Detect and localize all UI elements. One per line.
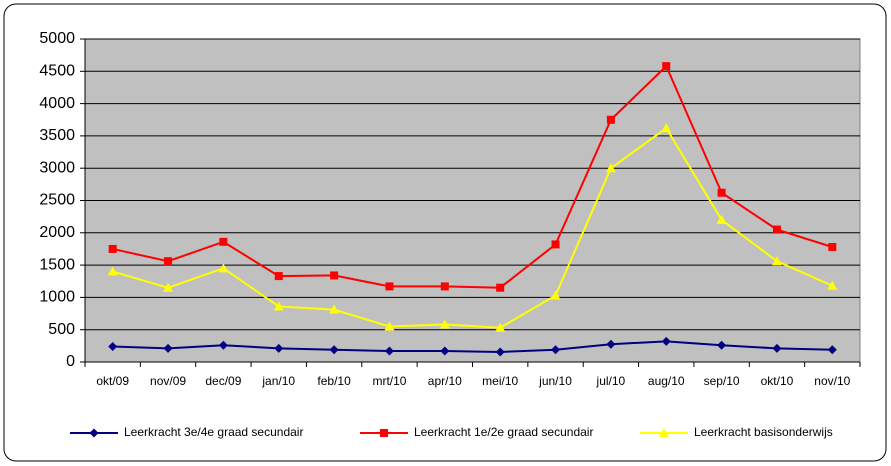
x-tick-label: jul/10	[596, 374, 626, 388]
marker	[163, 343, 173, 353]
marker	[828, 243, 837, 252]
marker	[384, 346, 394, 356]
marker	[772, 343, 782, 353]
x-tick-label: mrt/10	[372, 374, 406, 388]
marker	[380, 429, 388, 437]
marker	[329, 304, 340, 314]
x-tick-label: mei/10	[482, 374, 518, 388]
x-tick-label: okt/10	[761, 374, 794, 388]
marker	[661, 123, 672, 133]
marker	[772, 225, 781, 234]
marker	[385, 282, 394, 291]
marker	[717, 340, 727, 350]
marker	[606, 115, 615, 124]
y-tick-label: 0	[66, 353, 75, 370]
marker	[89, 428, 99, 438]
marker	[274, 343, 284, 353]
marker	[716, 214, 727, 224]
marker	[163, 282, 174, 292]
marker	[717, 188, 726, 197]
marker	[659, 428, 669, 437]
marker	[329, 345, 339, 355]
y-tick-label: 2500	[39, 192, 75, 209]
legend-label: Leerkracht 1e/2e graad secundair	[414, 425, 593, 439]
marker	[605, 163, 616, 173]
marker	[219, 237, 228, 246]
x-tick-label: nov/10	[814, 374, 850, 388]
y-tick-label: 4500	[39, 63, 75, 80]
marker	[496, 283, 505, 292]
marker	[495, 322, 506, 332]
marker	[164, 257, 173, 266]
y-tick-label: 2000	[39, 224, 75, 241]
marker	[827, 280, 838, 290]
line	[112, 64, 833, 289]
marker	[384, 321, 395, 331]
x-tick-label: dec/09	[205, 374, 241, 388]
marker	[218, 340, 228, 350]
marker	[827, 345, 837, 355]
line	[112, 340, 833, 353]
marker	[273, 301, 284, 311]
y-tick-label: 500	[48, 321, 75, 338]
marker	[771, 256, 782, 266]
marker	[108, 341, 118, 351]
x-tick-label: jun/10	[538, 374, 572, 388]
marker	[274, 272, 283, 281]
marker	[551, 345, 561, 355]
marker	[439, 319, 450, 329]
marker	[218, 263, 229, 273]
marker	[330, 271, 339, 280]
marker	[108, 244, 117, 253]
marker	[440, 346, 450, 356]
marker	[107, 266, 118, 276]
marker	[440, 282, 449, 291]
y-tick-label: 1500	[39, 256, 75, 273]
marker	[662, 62, 671, 71]
x-tick-label: jan/10	[261, 374, 295, 388]
line	[112, 126, 833, 329]
y-tick-label: 3000	[39, 159, 75, 176]
y-tick-label: 4000	[39, 95, 75, 112]
marker	[550, 290, 561, 300]
marker	[495, 347, 505, 357]
y-tick-label: 3500	[39, 127, 75, 144]
x-tick-label: aug/10	[648, 374, 685, 388]
y-tick-label: 5000	[39, 30, 75, 47]
legend-label: Leerkracht 3e/4e graad secundair	[124, 425, 303, 439]
marker	[606, 339, 616, 349]
marker	[661, 336, 671, 346]
marker	[551, 240, 560, 249]
y-tick-label: 1000	[39, 289, 75, 306]
x-tick-label: sep/10	[704, 374, 740, 388]
x-tick-label: okt/09	[96, 374, 129, 388]
x-tick-label: nov/09	[150, 374, 186, 388]
x-tick-label: apr/10	[428, 374, 462, 388]
x-tick-label: feb/10	[317, 374, 351, 388]
legend-label: Leerkracht basisonderwijs	[694, 425, 833, 439]
